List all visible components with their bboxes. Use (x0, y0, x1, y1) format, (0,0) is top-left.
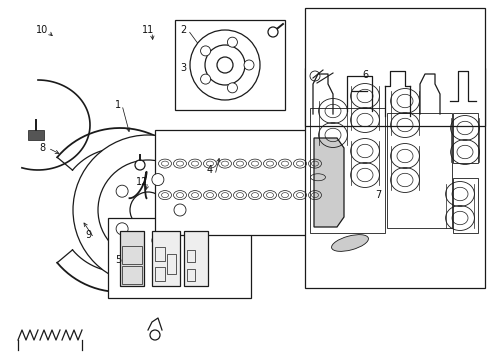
Bar (183, 231, 207, 286)
Ellipse shape (331, 235, 367, 251)
Bar (122, 246, 142, 264)
Bar (305, 8, 484, 126)
Circle shape (244, 60, 253, 70)
Circle shape (217, 57, 232, 73)
Bar (186, 250, 195, 262)
Circle shape (116, 185, 128, 197)
Text: 7: 7 (374, 190, 380, 200)
Circle shape (130, 192, 165, 228)
Bar (108, 218, 250, 298)
Text: 10: 10 (36, 25, 48, 35)
Circle shape (174, 204, 185, 216)
Text: 5: 5 (115, 255, 121, 265)
Text: 6: 6 (361, 70, 367, 80)
Bar (452, 113, 477, 163)
Circle shape (152, 174, 163, 185)
Circle shape (267, 27, 278, 37)
Bar (452, 178, 477, 233)
Text: 4: 4 (206, 165, 213, 175)
Circle shape (200, 74, 210, 84)
Circle shape (116, 223, 128, 235)
Text: 2: 2 (180, 25, 186, 35)
Bar (120, 231, 143, 286)
Bar (28, 130, 44, 140)
Bar (155, 130, 339, 235)
Text: 8: 8 (39, 143, 45, 153)
Text: 9: 9 (85, 230, 91, 240)
Bar (186, 269, 195, 281)
Polygon shape (313, 138, 343, 227)
Text: 3: 3 (180, 63, 185, 73)
Bar (167, 254, 176, 274)
Bar (175, 20, 285, 110)
Bar (152, 231, 180, 286)
Circle shape (152, 234, 163, 247)
Circle shape (200, 46, 210, 56)
Bar (155, 247, 164, 261)
Circle shape (190, 30, 260, 100)
Circle shape (73, 135, 223, 285)
Bar (305, 68, 484, 288)
Text: 1: 1 (115, 100, 121, 110)
Bar (309, 108, 384, 233)
Bar (386, 113, 451, 228)
Circle shape (227, 83, 237, 93)
Circle shape (135, 160, 145, 170)
Text: 11: 11 (142, 25, 154, 35)
Circle shape (150, 330, 160, 340)
Bar (155, 267, 164, 281)
Bar (122, 266, 142, 284)
Circle shape (227, 37, 237, 47)
Text: 12: 12 (136, 177, 148, 187)
